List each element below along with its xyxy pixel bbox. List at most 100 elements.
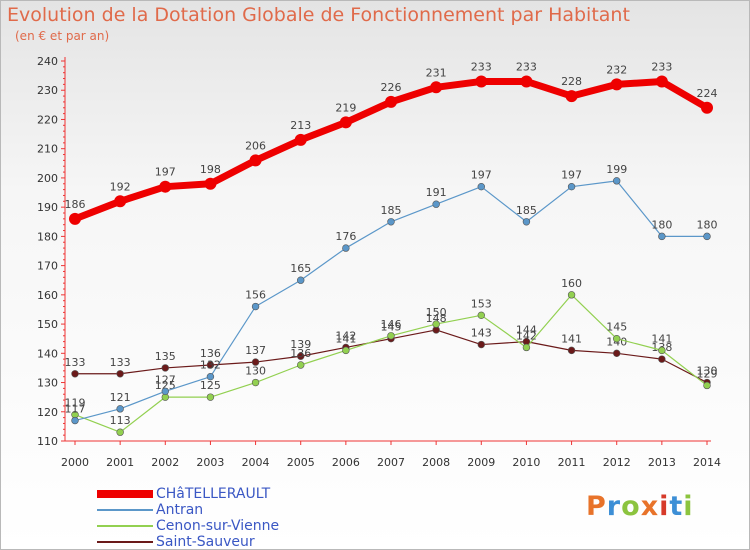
y-tick-label: 200 (37, 172, 58, 185)
data-point (69, 212, 81, 225)
data-label: 180 (697, 218, 718, 231)
data-label: 226 (381, 81, 402, 94)
data-label: 113 (110, 414, 131, 427)
legend-swatch (97, 525, 153, 527)
data-point (613, 334, 621, 343)
data-point (206, 361, 215, 369)
legend-swatch (97, 541, 153, 543)
data-point (297, 276, 305, 284)
data-label: 130 (245, 365, 266, 378)
data-point (206, 372, 215, 381)
y-tick-label: 170 (37, 260, 58, 273)
x-tick-label: 2006 (332, 456, 360, 469)
data-label: 141 (561, 332, 582, 345)
data-point (387, 218, 395, 226)
data-label: 133 (65, 356, 86, 369)
data-label: 206 (245, 139, 266, 152)
legend-swatch (97, 509, 153, 511)
data-point (567, 182, 576, 191)
data-point (159, 180, 172, 193)
data-label: 117 (65, 403, 86, 416)
data-label: 198 (200, 163, 221, 176)
x-tick-label: 2001 (106, 456, 134, 469)
x-tick-label: 2012 (603, 456, 631, 469)
data-point (610, 78, 623, 91)
data-label: 136 (290, 347, 311, 360)
data-point (249, 154, 262, 167)
data-point (251, 358, 260, 366)
data-label: 145 (606, 321, 627, 334)
data-point (432, 200, 440, 208)
data-label: 142 (335, 329, 356, 342)
x-tick-label: 2004 (242, 456, 270, 469)
x-tick-label: 2003 (196, 456, 224, 469)
data-point (161, 387, 169, 396)
logo-letter: t (669, 491, 684, 522)
proxiti-logo: Proxiti (586, 491, 694, 522)
data-point (342, 244, 350, 252)
data-point (703, 232, 711, 241)
data-point (613, 177, 621, 185)
data-point (385, 95, 397, 108)
data-label: 191 (426, 186, 447, 199)
data-point (522, 343, 531, 352)
data-point (658, 346, 666, 355)
data-label: 197 (561, 169, 582, 182)
data-point (297, 352, 305, 360)
data-label: 231 (426, 66, 447, 79)
data-point (114, 195, 127, 208)
data-point (71, 416, 79, 425)
data-point (567, 346, 576, 355)
logo-letter: o (621, 491, 641, 522)
data-label: 185 (381, 204, 402, 217)
data-point (161, 364, 169, 372)
data-label: 224 (697, 87, 718, 100)
y-tick-label: 110 (37, 435, 58, 448)
x-tick-label: 2010 (512, 456, 540, 469)
logo-letter: P (586, 491, 607, 522)
data-point (116, 370, 124, 378)
logo-letter: i (659, 491, 670, 522)
data-point (658, 232, 666, 241)
data-point (116, 405, 124, 413)
legend-label: Antran (156, 502, 204, 518)
series-line-2 (74, 294, 708, 433)
legend-item: Antran (97, 502, 279, 518)
data-point (475, 75, 488, 88)
legend-item: CHâTELLERAULT (97, 486, 279, 502)
data-point (613, 349, 621, 358)
data-label: 192 (110, 180, 131, 193)
data-label: 135 (155, 350, 176, 363)
data-point (520, 75, 533, 88)
data-label: 125 (200, 379, 221, 392)
legend-label: CHâTELLERAULT (156, 486, 271, 502)
data-label: 141 (651, 332, 672, 345)
y-tick-label: 210 (37, 143, 58, 156)
data-label: 141 (335, 332, 356, 345)
legend-swatch (97, 490, 153, 498)
y-tick-label: 160 (37, 289, 58, 302)
legend-item: Cenon-sur-Vienne (97, 518, 279, 534)
data-label: 148 (426, 312, 447, 325)
data-label: 143 (471, 327, 492, 340)
data-label: 125 (155, 379, 176, 392)
x-tick-label: 2011 (558, 456, 586, 469)
data-label: 142 (516, 329, 537, 342)
data-label: 213 (290, 119, 311, 132)
data-label: 176 (335, 230, 356, 243)
data-label: 233 (516, 60, 537, 73)
data-point (342, 346, 350, 355)
data-label: 197 (471, 169, 492, 182)
legend-item: Saint-Sauveur (97, 534, 279, 550)
data-label: 127 (155, 373, 176, 386)
data-point (658, 355, 666, 363)
data-point (477, 311, 485, 320)
data-label: 153 (471, 297, 492, 310)
y-tick-label: 180 (37, 230, 58, 243)
data-point (703, 381, 711, 390)
data-label: 186 (65, 198, 86, 211)
data-label: 136 (200, 347, 221, 360)
data-label: 233 (651, 60, 672, 73)
data-label: 132 (200, 359, 221, 372)
